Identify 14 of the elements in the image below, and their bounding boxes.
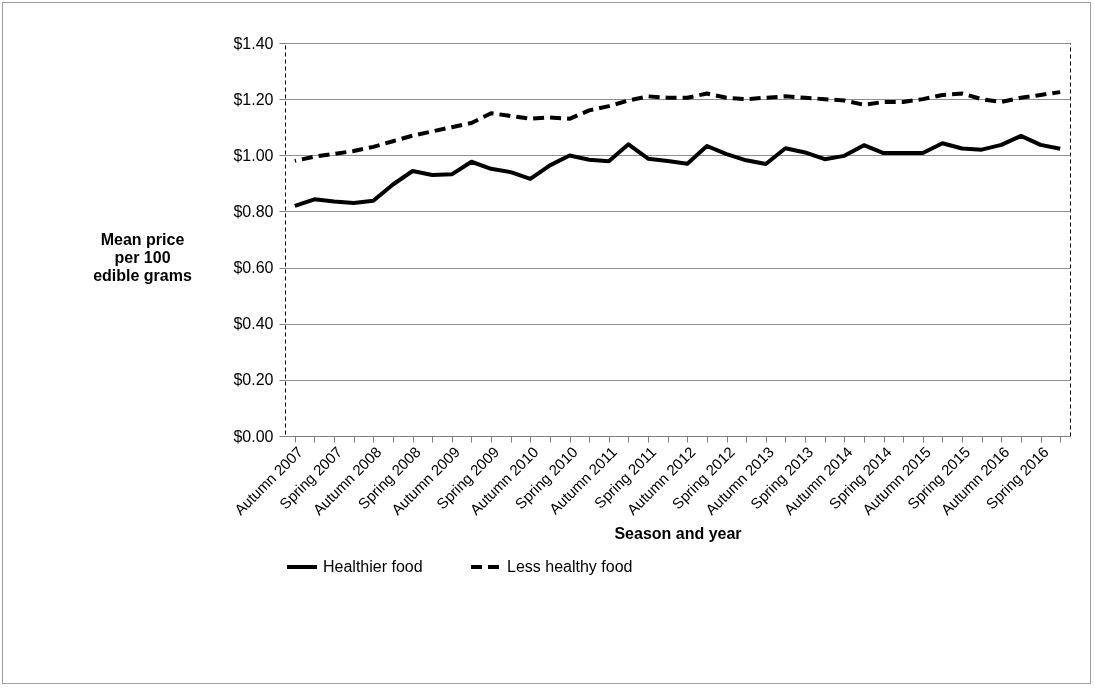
x-axis-title: Season and year xyxy=(614,525,742,543)
y-tick-label: $1.40 xyxy=(233,34,274,52)
y-tick-label: $1.20 xyxy=(233,90,274,108)
y-tick-label: $0.40 xyxy=(233,315,274,333)
y-tick-label: $0.00 xyxy=(233,427,274,445)
y-tick-label: $0.60 xyxy=(233,259,274,277)
y-tick-label: $0.80 xyxy=(233,202,274,220)
legend-label: Healthier food xyxy=(323,558,423,575)
y-axis-title: Mean price per 100 edible grams xyxy=(93,230,192,284)
line-series xyxy=(292,133,1063,208)
legend-label: Less healthy food xyxy=(507,558,633,575)
y-tick-label: $1.00 xyxy=(233,146,274,164)
y-tick-label: $0.20 xyxy=(233,371,274,389)
line-series xyxy=(292,90,1063,163)
